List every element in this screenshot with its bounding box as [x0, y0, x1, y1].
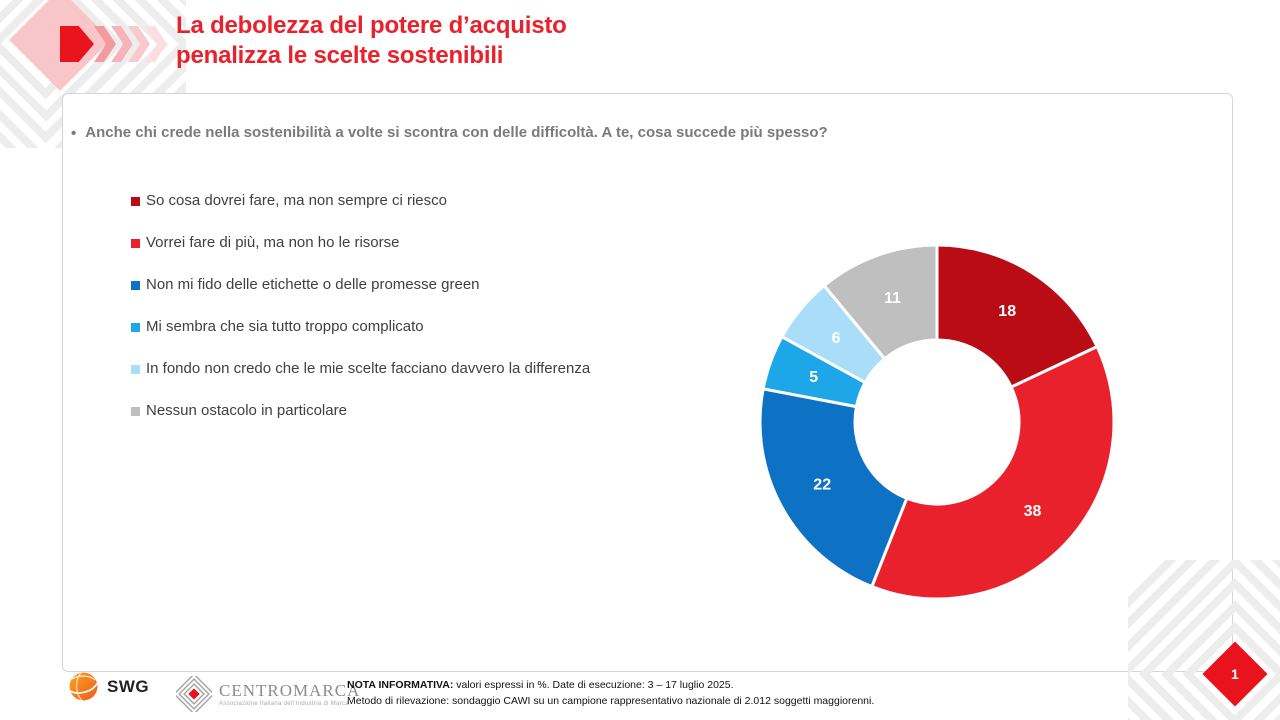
donut-value-label: 38	[1024, 503, 1042, 520]
donut-value-label: 6	[832, 330, 841, 347]
survey-question: • Anche chi crede nella sostenibilità a …	[71, 124, 1191, 143]
informative-note: NOTA INFORMATIVA: valori espressi in %. …	[347, 678, 874, 709]
centromarca-tagline: Associazione Italiana dell’Industria di …	[219, 700, 349, 707]
legend-item: Mi sembra che sia tutto troppo complicat…	[131, 306, 590, 348]
bullet-icon: •	[71, 125, 77, 142]
legend-marker-icon	[131, 238, 140, 248]
legend-marker-icon	[131, 280, 140, 290]
donut-value-label: 18	[998, 303, 1016, 320]
donut-slice	[758, 387, 909, 589]
legend-item: In fondo non credo che le mie scelte fac…	[131, 348, 590, 390]
legend-marker-icon	[131, 406, 140, 416]
swg-logo-text: SWG	[107, 676, 150, 696]
legend-label: Nessun ostacolo in particolare	[146, 402, 347, 419]
centromarca-name: CENTROMARCA	[219, 680, 361, 700]
content-panel: • Anche chi crede nella sostenibilità a …	[62, 93, 1233, 672]
survey-question-text: Anche chi crede nella sostenibilità a vo…	[85, 124, 828, 141]
note-label: NOTA INFORMATIVA:	[347, 679, 454, 691]
legend-label: In fondo non credo che le mie scelte fac…	[146, 360, 591, 377]
donut-slice	[935, 243, 1099, 389]
donut-value-label: 11	[884, 290, 901, 307]
slide-title-line2: penalizza le scelte sostenibili	[176, 42, 504, 69]
legend-marker-icon	[131, 196, 140, 206]
legend-item: So cosa dovrei fare, ma non sempre ci ri…	[131, 180, 590, 222]
donut-chart-svg: 18 38 22 5 6 11	[758, 243, 1116, 601]
page-number: 1	[1231, 665, 1239, 682]
legend-label: Non mi fido delle etichette o delle prom…	[146, 276, 480, 293]
legend-label: So cosa dovrei fare, ma non sempre ci ri…	[146, 192, 447, 209]
note-line1-text: valori espressi in %. Date di esecuzione…	[453, 679, 734, 691]
legend-label: Vorrei fare di più, ma non ho le risorse	[146, 234, 400, 251]
donut-slice	[870, 345, 1116, 601]
swg-logo: SWG	[68, 671, 149, 702]
note-line1: NOTA INFORMATIVA: valori espressi in %. …	[347, 678, 874, 694]
legend-item: Non mi fido delle etichette o delle prom…	[131, 264, 590, 306]
chart-legend: So cosa dovrei fare, ma non sempre ci ri…	[131, 180, 590, 432]
legend-marker-icon	[131, 322, 140, 332]
donut-value-label: 22	[813, 477, 831, 494]
legend-item: Vorrei fare di più, ma non ho le risorse	[131, 222, 590, 264]
swg-globe-icon	[69, 672, 99, 701]
slide-title: La debolezza del potere d’acquisto penal…	[176, 11, 567, 71]
donut-slice	[822, 243, 939, 361]
legend-marker-icon	[131, 364, 140, 374]
legend-label: Mi sembra che sia tutto troppo complicat…	[146, 318, 424, 335]
centromarca-logo: CENTROMARCA Associazione Italiana dell’I…	[176, 676, 360, 712]
donut-value-label: 5	[809, 369, 818, 386]
note-line2: Metodo di rilevazione: sondaggio CAWI su…	[347, 694, 875, 707]
donut-chart: 18 38 22 5 6 11	[747, 232, 1127, 612]
centromarca-diamond-icon	[176, 676, 212, 712]
slide-title-line1: La debolezza del potere d’acquisto	[176, 12, 567, 39]
legend-item: Nessun ostacolo in particolare	[131, 390, 590, 432]
